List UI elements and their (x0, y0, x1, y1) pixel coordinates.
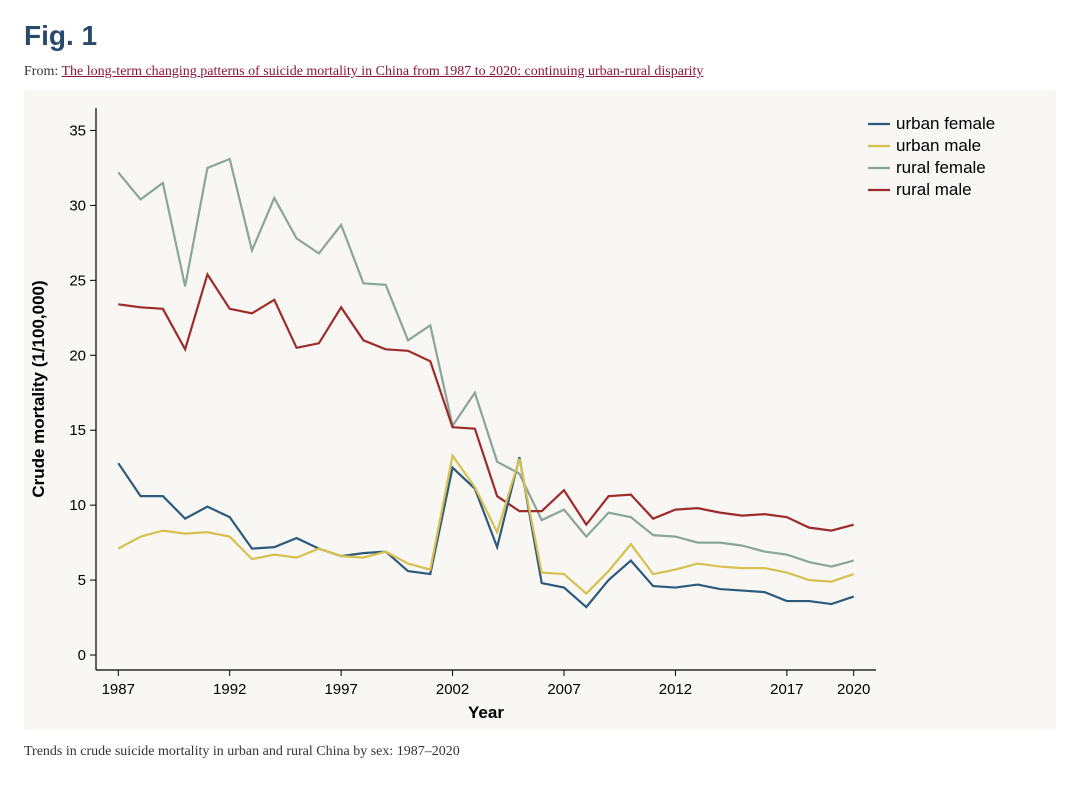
series-urban-male (118, 456, 853, 594)
svg-text:35: 35 (69, 122, 86, 139)
svg-text:1997: 1997 (324, 681, 357, 698)
from-prefix: From: (24, 64, 61, 79)
figure-label: Fig. 1 (24, 20, 1056, 52)
legend-item: urban male (896, 136, 981, 155)
svg-text:0: 0 (78, 647, 86, 664)
svg-text:20: 20 (69, 347, 86, 364)
source-line: From: The long-term changing patterns of… (24, 64, 1056, 80)
chart-container: 0 5 10 15 20 25 30 35 1987 1992 1997 2002 2007 2012 20… (24, 90, 1056, 730)
legend-item: rural male (896, 180, 972, 199)
svg-text:2017: 2017 (770, 681, 803, 698)
source-link[interactable]: The long-term changing patterns of suici… (61, 64, 703, 79)
series-rural-female (118, 159, 853, 567)
legend-item: rural female (896, 158, 986, 177)
svg-text:2007: 2007 (547, 681, 580, 698)
svg-text:Crude mortality (1/100,000): Crude mortality (1/100,000) (29, 280, 48, 497)
series-urban-female (118, 457, 853, 607)
svg-text:30: 30 (69, 197, 86, 214)
legend-item: urban female (896, 114, 995, 133)
series-rural-male (118, 274, 853, 530)
svg-text:1992: 1992 (213, 681, 246, 698)
svg-text:2020: 2020 (837, 681, 870, 698)
svg-text:2002: 2002 (436, 681, 469, 698)
line-chart: 0 5 10 15 20 25 30 35 1987 1992 1997 2002 2007 2012 20… (24, 90, 1056, 730)
svg-text:1987: 1987 (102, 681, 135, 698)
svg-text:5: 5 (78, 572, 86, 589)
svg-text:Year: Year (468, 703, 504, 722)
svg-text:10: 10 (69, 497, 86, 514)
svg-text:25: 25 (69, 272, 86, 289)
svg-text:2012: 2012 (659, 681, 692, 698)
figure-caption: Trends in crude suicide mortality in urb… (24, 744, 1056, 760)
svg-text:15: 15 (69, 422, 86, 439)
